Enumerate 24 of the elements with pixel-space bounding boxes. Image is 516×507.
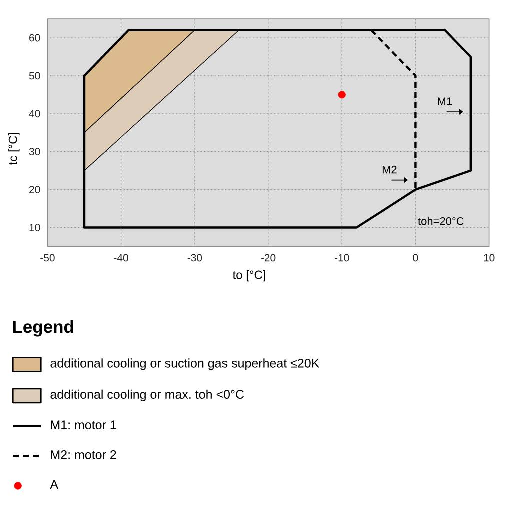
x-tick-label: -40 <box>114 254 128 262</box>
legend-label: M2: motor 2 <box>51 450 116 460</box>
legend-label: additional cooling or suction gas superheat ≤20K <box>50 358 320 370</box>
y-tick-label: 50 <box>29 72 40 80</box>
x-tick-label: -50 <box>40 254 55 262</box>
y-tick-label: 40 <box>29 110 40 118</box>
y-tick-label: 30 <box>29 148 40 156</box>
annotation: M1 <box>438 98 452 106</box>
annotation: toh=20°C <box>418 217 464 226</box>
annotation: M2 <box>382 166 397 174</box>
x-tick-label: 0 <box>413 254 418 262</box>
x-tick-label: -30 <box>188 254 202 262</box>
x-tick-label: -10 <box>334 254 350 262</box>
legend-title: Legend <box>13 320 74 337</box>
y-tick-label: 10 <box>30 224 40 232</box>
y-tick-label: 20 <box>30 186 40 194</box>
x-axis-title: to [°C] <box>232 270 266 282</box>
x-tick-label: -20 <box>261 254 276 262</box>
y-axis-title: tc [°C] <box>8 133 20 166</box>
x-tick-label: 10 <box>484 254 495 262</box>
legend-label: A <box>50 480 59 490</box>
legend-label: M1: motor 1 <box>51 420 116 430</box>
y-tick-label: 60 <box>30 34 40 42</box>
legend-label: additional cooling or max. toh <0°C <box>50 390 244 402</box>
